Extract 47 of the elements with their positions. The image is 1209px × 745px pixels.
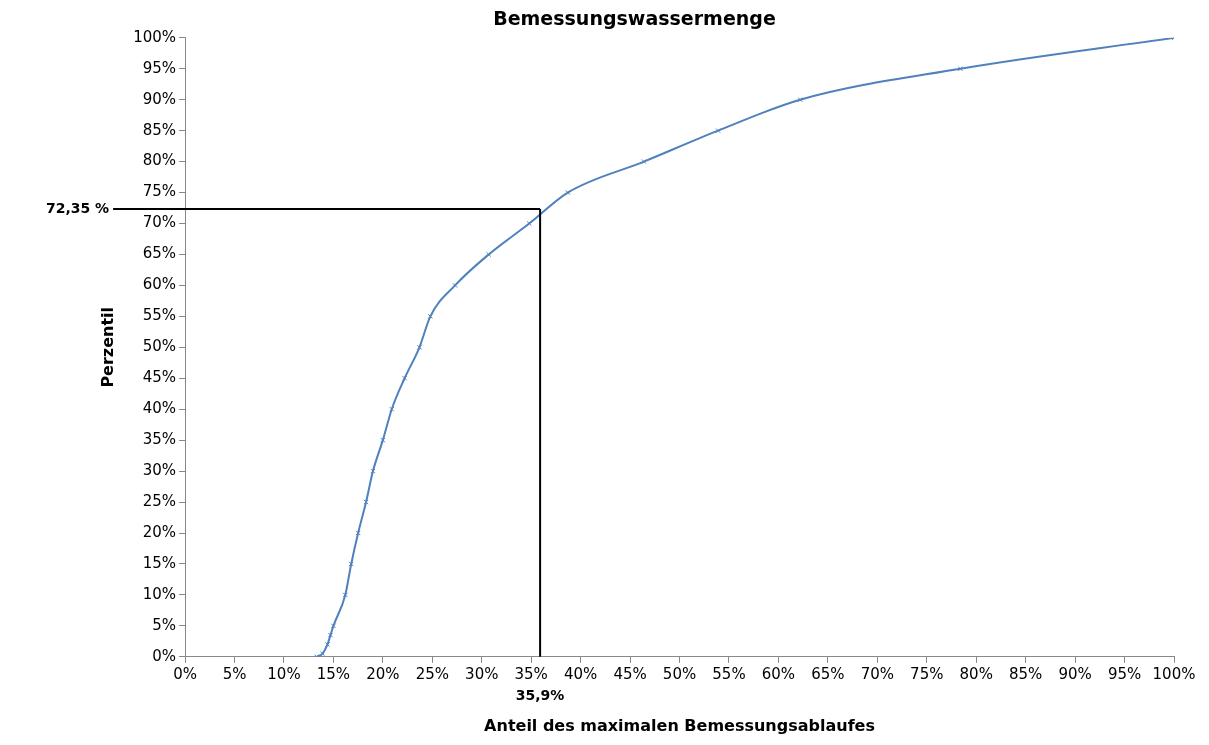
y-tick-label: 100% xyxy=(133,27,177,46)
x-tick-label: 20% xyxy=(366,664,400,683)
y-tick-label: 50% xyxy=(142,337,177,356)
y-tick-label: 45% xyxy=(142,368,177,387)
x-tick-label: 0% xyxy=(173,664,197,683)
x-tick-label: 50% xyxy=(662,664,697,683)
x-tick-label: 10% xyxy=(267,664,301,683)
x-tick-label: 40% xyxy=(563,664,598,683)
x-tick-label: 35% xyxy=(514,664,548,683)
x-tick-label: 45% xyxy=(613,664,647,683)
x-tick-label: 15% xyxy=(316,664,351,683)
x-tick-label: 5% xyxy=(222,664,247,683)
x-tick-label: 95% xyxy=(1107,664,1142,683)
chart-title: Bemessungswassermenge xyxy=(493,7,776,30)
y-tick-label: 40% xyxy=(142,399,177,418)
x-tick-label: 30% xyxy=(465,664,499,683)
x-tick-label: 65% xyxy=(811,664,845,683)
ref-line-label: 72,35 % xyxy=(45,199,110,216)
y-tick-label: 55% xyxy=(142,306,177,325)
x-tick-label: 60% xyxy=(761,664,796,683)
y-tick-label: 80% xyxy=(142,151,177,170)
y-tick-label: 0% xyxy=(152,646,177,665)
ref-line-label: 35,9% xyxy=(515,687,565,704)
y-axis-title: Perzentil xyxy=(97,306,117,388)
x-tick-label: 100% xyxy=(1152,664,1196,683)
y-tick-label: 20% xyxy=(142,522,177,541)
y-tick-label: 65% xyxy=(142,244,177,263)
y-tick-label: 10% xyxy=(142,584,177,603)
y-tick-label: 15% xyxy=(142,553,177,572)
y-tick-label: 90% xyxy=(142,89,177,108)
x-tick-label: 80% xyxy=(959,664,993,683)
x-tick-label: 25% xyxy=(415,664,449,683)
y-tick-label: 30% xyxy=(142,460,177,479)
x-tick-label: 90% xyxy=(1058,664,1092,683)
x-axis-title: Anteil des maximalen Bemessungsablaufes xyxy=(484,715,875,735)
y-tick-label: 70% xyxy=(142,213,177,232)
x-tick-label: 75% xyxy=(910,664,944,683)
y-tick-label: 25% xyxy=(142,491,177,510)
x-tick-label: 70% xyxy=(860,664,894,683)
y-tick-label: 60% xyxy=(142,275,177,294)
y-tick-label: 35% xyxy=(142,430,177,449)
y-tick-label: 5% xyxy=(152,615,177,634)
y-tick-label: 95% xyxy=(142,58,177,77)
y-tick-label: 75% xyxy=(142,182,177,201)
x-tick-label: 55% xyxy=(712,664,746,683)
x-tick-label: 85% xyxy=(1008,664,1043,683)
y-tick-label: 85% xyxy=(142,120,177,139)
